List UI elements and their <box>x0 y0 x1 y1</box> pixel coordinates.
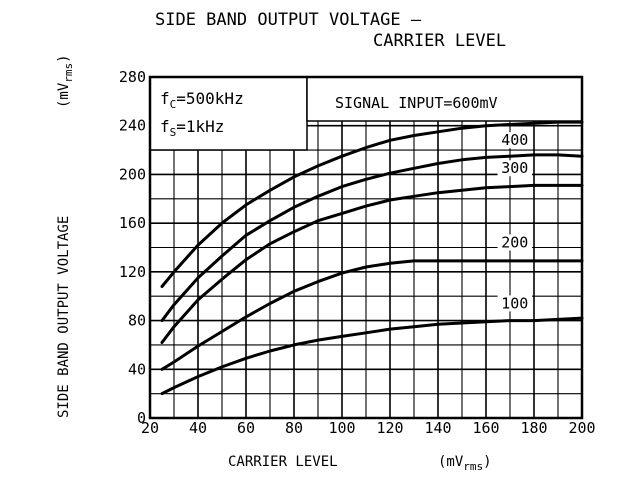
y-axis-label-text: SIDE BAND OUTPUT VOLTAGE <box>56 216 72 418</box>
svg-text:(mVrms): (mVrms) <box>438 454 492 473</box>
chart-title-line-1: SIDE BAND OUTPUT VOLTAGE — <box>155 10 422 30</box>
y-axis-label: SIDE BAND OUTPUT VOLTAGE (mVrms) <box>56 54 75 418</box>
curve-label-100: 100 <box>501 294 528 312</box>
x-axis-unit: (mV <box>438 454 464 470</box>
chart-title: SIDE BAND OUTPUT VOLTAGE — CARRIER LEVEL <box>155 10 506 51</box>
y-tick-label: 240 <box>119 117 146 135</box>
y-tick-label: 40 <box>128 360 146 378</box>
series-line-400 <box>160 153 584 323</box>
curve-label-background <box>497 160 533 177</box>
x-tick-label: 180 <box>520 419 547 437</box>
plot-frame <box>148 75 584 420</box>
x-tick-label: 60 <box>237 419 255 437</box>
annotation-fc: fC=500kHz <box>160 89 244 111</box>
x-tick-label: 140 <box>424 419 451 437</box>
y-axis-unit-subscript: rms <box>62 63 75 83</box>
curve-label-background <box>497 234 533 251</box>
y-axis-unit: (mV <box>56 82 72 108</box>
curve-labels: 400 300 200 100 <box>497 131 533 312</box>
x-tick-label: 120 <box>376 419 403 437</box>
y-tick-label: 80 <box>128 312 146 330</box>
annotation-signal-input: SIGNAL INPUT=600mV <box>335 94 498 112</box>
x-tick-label: 160 <box>472 419 499 437</box>
curve-label-400: 400 <box>501 131 528 149</box>
annotation-fs: fS=1kHz <box>160 117 224 139</box>
info-box-background <box>149 76 308 151</box>
y-axis-unit-close: ) <box>56 54 72 62</box>
curve-label-200: 200 <box>501 234 528 252</box>
x-tick-label: 40 <box>189 419 207 437</box>
x-axis-label: CARRIER LEVEL (mVrms) <box>228 454 492 473</box>
fc-value: =500kHz <box>176 89 243 108</box>
series-line-600mV <box>160 120 584 288</box>
svg-text:fC=500kHz: fC=500kHz <box>160 89 244 111</box>
y-tick-label: 120 <box>119 263 146 281</box>
x-axis-unit-close: ) <box>483 454 491 470</box>
x-tick-label: 80 <box>285 419 303 437</box>
x-tick-label: 200 <box>568 419 595 437</box>
svg-text:(mVrms): (mVrms) <box>56 54 75 108</box>
y-tick-label: 0 <box>137 409 146 427</box>
x-axis-label-text: CARRIER LEVEL <box>228 454 338 470</box>
fs-symbol: f <box>160 117 170 136</box>
y-tick-labels: 0 40 80 120 160 200 240 280 <box>119 68 146 427</box>
fs-value: =1kHz <box>176 117 224 136</box>
series-line-100 <box>160 316 584 396</box>
fs-subscript: S <box>170 126 177 139</box>
x-tick-label: 20 <box>141 419 159 437</box>
y-tick-label: 160 <box>119 214 146 232</box>
series-lines <box>160 120 584 396</box>
fc-symbol: f <box>160 89 170 108</box>
svg-text:fS=1kHz: fS=1kHz <box>160 117 224 139</box>
curve-label-background <box>497 295 533 312</box>
x-tick-label: 100 <box>328 419 355 437</box>
x-tick-labels: 20 40 60 80 100 120 140 160 180 200 <box>141 419 596 437</box>
curve-label-background <box>497 132 533 149</box>
chart-title-line-2: CARRIER LEVEL <box>373 31 506 51</box>
series-line-200 <box>160 259 584 371</box>
curve-label-300: 300 <box>501 159 528 177</box>
fc-subscript: C <box>170 98 177 111</box>
x-axis-unit-subscript: rms <box>463 460 483 473</box>
y-tick-label: 280 <box>119 68 146 86</box>
series-line-300 <box>160 183 584 344</box>
y-tick-label: 200 <box>119 165 146 183</box>
